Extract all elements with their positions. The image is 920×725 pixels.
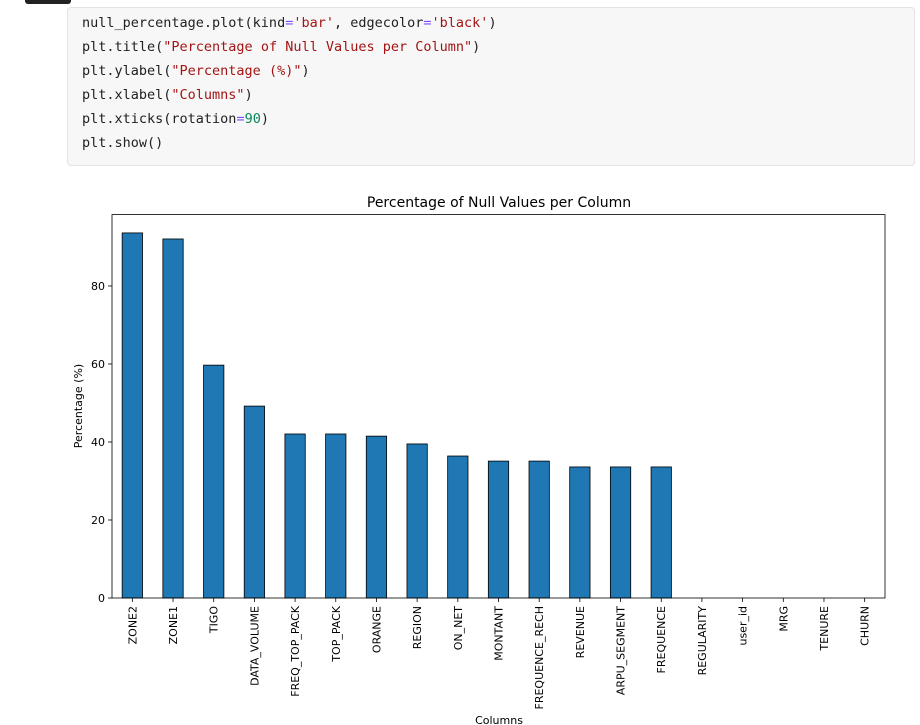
bar: [243, 405, 265, 599]
x-tick-label: MRG: [777, 606, 790, 632]
y-tick-label: 80: [91, 280, 105, 293]
cell-tab: [25, 0, 71, 4]
plot-frame: [111, 214, 886, 599]
x-tick-label: FREQUENCE_RECH: [533, 606, 546, 710]
y-tick-label: 60: [91, 358, 105, 371]
x-tick-label: TOP_PACK: [330, 605, 343, 662]
x-tick-label: TIGO: [208, 606, 221, 634]
x-tick-label: user_id: [737, 606, 750, 646]
y-tick-label: 40: [91, 436, 105, 449]
bar: [650, 466, 672, 599]
x-tick-label: MONTANT: [493, 606, 506, 661]
bar: [284, 433, 306, 599]
x-tick-label: FREQUENCE: [655, 606, 668, 673]
y-tick-label: 0: [98, 592, 105, 605]
code-line: null_percentage.plot(kind='bar', edgecol…: [82, 15, 497, 31]
x-tick-label: ARPU_SEGMENT: [615, 606, 628, 695]
bar: [609, 466, 632, 599]
y-axis-label: Percentage (%): [72, 364, 85, 448]
code-cell[interactable]: null_percentage.plot(kind='bar', edgecol…: [67, 7, 915, 166]
x-tick-label: CHURN: [859, 606, 872, 646]
code-line: plt.xticks(rotation=90): [82, 111, 269, 127]
x-axis-label: Columns: [475, 714, 523, 725]
bar: [528, 460, 550, 599]
code-line: plt.xlabel("Columns"): [82, 87, 253, 103]
code-line: plt.show(): [82, 135, 164, 151]
x-tick-label: ZONE1: [167, 606, 180, 644]
bar: [203, 364, 225, 599]
bar: [447, 455, 469, 599]
x-tick-label: ORANGE: [370, 606, 383, 653]
bar: [121, 232, 143, 599]
bar: [325, 433, 347, 599]
code-line: plt.ylabel("Percentage (%)"): [82, 63, 310, 79]
x-tick-label: DATA_VOLUME: [248, 606, 261, 686]
x-tick-label: REGULARITY: [696, 606, 709, 676]
bar: [406, 443, 428, 599]
x-tick-label: TENURE: [818, 606, 831, 652]
bar: [569, 466, 591, 599]
code-line: plt.title("Percentage of Null Values per…: [82, 39, 481, 55]
bar: [162, 238, 184, 599]
y-tick-label: 20: [91, 514, 105, 527]
x-tick-label: FREQ_TOP_PACK: [289, 605, 302, 697]
bar: [365, 435, 388, 599]
x-tick-label: ON_NET: [452, 606, 465, 651]
chart-title: Percentage of Null Values per Column: [367, 195, 631, 211]
x-tick-label: REGION: [411, 606, 424, 649]
x-tick-label: ZONE2: [126, 606, 139, 644]
bar: [487, 460, 510, 599]
x-tick-label: REVENUE: [574, 606, 587, 658]
